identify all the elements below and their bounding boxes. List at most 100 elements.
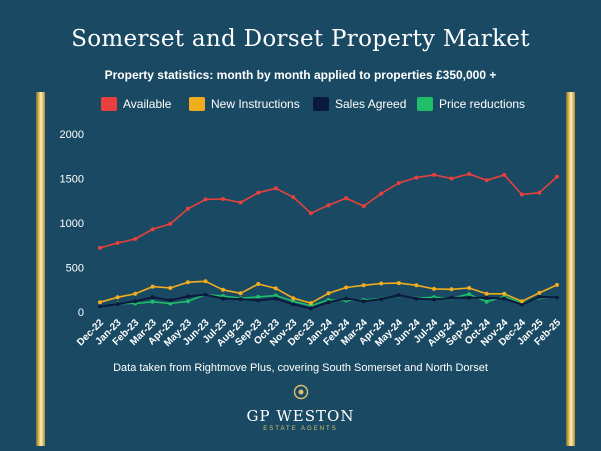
data-point-sales-agreed [273, 296, 278, 301]
data-point-sales-agreed [555, 295, 559, 300]
data-point-new-instructions [414, 283, 419, 288]
data-point-new-instructions [361, 283, 366, 288]
data-point-new-instructions [555, 282, 559, 287]
data-point-new-instructions [396, 281, 401, 286]
data-point-price-reductions [273, 293, 278, 298]
y-tick-label: 1000 [60, 218, 84, 230]
legend-swatch-new-instructions [189, 97, 205, 111]
data-point-price-reductions [256, 294, 261, 299]
logo-name: GP WESTON [246, 407, 355, 425]
legend-swatch-available [101, 97, 117, 111]
data-point-sales-agreed [238, 297, 243, 302]
data-point-sales-agreed [221, 296, 225, 301]
legend-label-available: Available [123, 97, 172, 111]
data-point-price-reductions [484, 299, 489, 304]
data-point-sales-agreed [256, 298, 261, 303]
data-point-sales-agreed [396, 293, 401, 298]
data-point-available [467, 172, 472, 176]
legend-item-sales-agreed: Sales Agreed [313, 97, 406, 111]
data-point-sales-agreed [502, 296, 507, 301]
chart-subtitle: Property statistics: month by month appl… [104, 68, 497, 82]
data-point-new-instructions [537, 290, 542, 295]
data-point-available [326, 203, 331, 208]
data-point-new-instructions [203, 279, 208, 284]
series-line-available [99, 173, 558, 249]
data-point-sales-agreed [484, 295, 489, 300]
legend-item-price-reductions: Price reductions [417, 97, 525, 111]
legend-swatch-sales-agreed [313, 97, 329, 111]
data-point-available [256, 190, 261, 195]
data-point-new-instructions [484, 291, 489, 296]
data-point-sales-agreed [185, 294, 190, 299]
data-point-new-instructions [273, 286, 278, 291]
data-point-available [238, 200, 243, 205]
data-point-new-instructions [502, 291, 507, 296]
data-point-sales-agreed [291, 302, 296, 307]
data-point-new-instructions [291, 296, 296, 301]
data-point-available [502, 172, 507, 177]
data-point-available [308, 211, 313, 216]
data-point-new-instructions [449, 287, 454, 292]
legend-swatch-price-reductions [417, 97, 433, 111]
data-point-sales-agreed [326, 300, 331, 305]
legend-label-sales-agreed: Sales Agreed [335, 97, 407, 111]
y-tick-label: 500 [66, 263, 84, 275]
data-point-price-reductions [185, 299, 190, 304]
data-point-sales-agreed [344, 296, 349, 301]
data-point-available [273, 186, 278, 191]
legend-label-price-reductions: Price reductions [439, 97, 526, 111]
data-point-new-instructions [256, 282, 261, 286]
data-point-sales-agreed [467, 295, 472, 300]
legend-item-new-instructions: New Instructions [189, 97, 300, 111]
data-point-sales-agreed [115, 302, 120, 306]
data-point-available [432, 172, 436, 177]
data-point-available [519, 192, 524, 197]
data-point-sales-agreed [414, 296, 419, 301]
data-point-available [185, 206, 190, 211]
company-logo: GP WESTON ESTATE AGENTS [0, 384, 601, 432]
data-point-price-reductions [291, 299, 296, 304]
y-tick-label: 0 [78, 307, 84, 319]
data-point-new-instructions [519, 299, 524, 304]
data-point-sales-agreed [361, 299, 366, 304]
data-point-new-instructions [115, 295, 120, 300]
data-point-sales-agreed [133, 299, 138, 304]
data-point-available [484, 178, 489, 183]
source-note: Data taken from Rightmove Plus, covering… [113, 362, 488, 374]
data-point-available [537, 190, 542, 195]
data-point-price-reductions [168, 301, 173, 306]
page-title: Somerset and Dorset Property Market [71, 26, 530, 52]
data-point-sales-agreed [449, 295, 454, 300]
data-point-available [361, 204, 366, 209]
data-point-sales-agreed [308, 306, 313, 311]
data-point-price-reductions [150, 299, 155, 304]
gold-bar-left [36, 92, 45, 446]
chart-legend: Available New Instructions Sales Agreed … [0, 97, 601, 117]
data-point-available [396, 181, 401, 185]
data-point-new-instructions [326, 291, 331, 296]
data-point-sales-agreed [168, 298, 173, 303]
legend-label-new-instructions: New Instructions [211, 97, 300, 111]
data-point-available [221, 197, 225, 201]
data-point-available [555, 174, 559, 179]
data-point-available [344, 196, 349, 201]
data-point-available [291, 195, 296, 200]
data-point-new-instructions [467, 286, 472, 290]
data-point-available [414, 175, 419, 180]
data-point-new-instructions [168, 286, 173, 290]
data-point-sales-agreed [537, 294, 542, 299]
legend-item-available: Available [101, 97, 171, 111]
data-point-sales-agreed [379, 297, 384, 302]
data-point-price-reductions [467, 292, 472, 297]
data-point-available [98, 245, 102, 250]
data-point-sales-agreed [519, 302, 524, 307]
logo-emblem-icon [293, 384, 308, 400]
y-tick-label: 1500 [60, 174, 84, 186]
data-point-sales-agreed [203, 292, 208, 297]
data-point-available [449, 176, 454, 181]
data-point-available [379, 191, 384, 196]
data-point-available [133, 237, 138, 241]
data-point-new-instructions [432, 286, 436, 291]
data-point-new-instructions [98, 300, 102, 305]
